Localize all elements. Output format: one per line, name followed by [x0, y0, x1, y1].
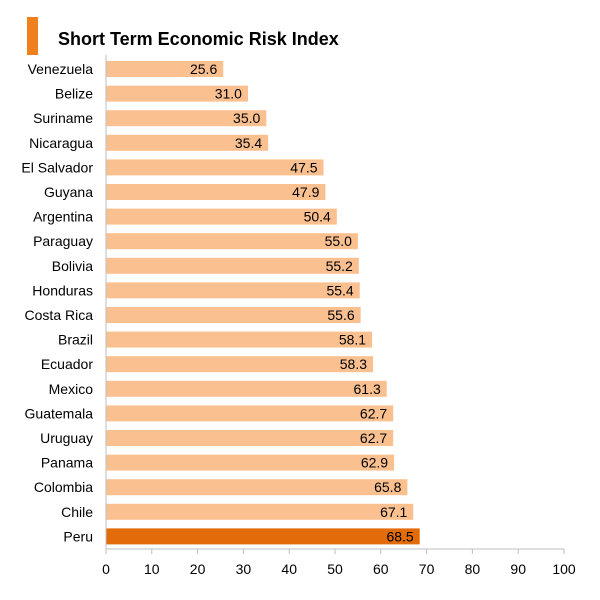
x-tick-label: 30 — [236, 561, 252, 577]
bar — [106, 184, 326, 200]
bar — [106, 134, 269, 151]
data-label: 62.7 — [360, 405, 387, 421]
bar — [106, 110, 267, 127]
x-tick-label: 0 — [102, 561, 110, 577]
bar — [106, 307, 361, 323]
category-label: Venezuela — [28, 61, 94, 77]
data-label: 55.6 — [327, 307, 354, 323]
bar — [106, 257, 359, 274]
data-label: 62.9 — [361, 455, 388, 471]
category-label: Guatemala — [25, 405, 94, 421]
bar — [106, 479, 408, 496]
category-label: Costa Rica — [25, 307, 94, 323]
category-label: Nicaragua — [29, 135, 93, 151]
category-label: El Salvador — [21, 159, 93, 175]
chart-title: Short Term Economic Risk Index — [58, 29, 339, 49]
bar — [106, 208, 337, 225]
bar — [106, 405, 394, 422]
bar — [106, 159, 324, 176]
x-tick-label: 70 — [419, 561, 435, 577]
x-tick-label: 20 — [190, 561, 206, 577]
title-accent-bar — [27, 17, 38, 55]
category-label: Argentina — [33, 209, 93, 225]
bar — [106, 331, 373, 348]
category-label: Guyana — [44, 184, 93, 200]
category-label: Brazil — [58, 332, 93, 348]
data-label: 58.3 — [340, 356, 367, 372]
bar — [106, 233, 358, 250]
data-label: 35.4 — [235, 135, 262, 151]
category-label: Peru — [63, 528, 93, 544]
category-label: Bolivia — [52, 258, 93, 274]
data-label: 58.1 — [339, 332, 366, 348]
bar — [106, 528, 420, 545]
x-tick-label: 50 — [327, 561, 343, 577]
bar — [106, 454, 395, 471]
data-label: 47.9 — [292, 184, 319, 200]
bar — [106, 380, 387, 397]
data-label: 31.0 — [215, 86, 242, 102]
data-label: 55.0 — [325, 233, 352, 249]
data-label: 25.6 — [190, 61, 217, 77]
data-label: 35.0 — [233, 110, 260, 126]
x-tick-label: 10 — [144, 561, 160, 577]
category-label: Honduras — [32, 282, 93, 298]
x-tick-label: 80 — [465, 561, 481, 577]
bar — [106, 430, 394, 446]
category-label: Ecuador — [41, 356, 93, 372]
bar — [106, 282, 360, 299]
category-label: Uruguay — [40, 430, 93, 446]
data-label: 65.8 — [374, 479, 401, 495]
x-tick-label: 40 — [281, 561, 297, 577]
bar — [106, 356, 374, 373]
bar — [106, 503, 414, 520]
category-label: Colombia — [34, 479, 93, 495]
category-label: Belize — [55, 86, 93, 102]
data-label: 50.4 — [304, 209, 331, 225]
category-label: Panama — [41, 455, 93, 471]
data-label: 55.4 — [326, 282, 353, 298]
data-label: 61.3 — [354, 381, 381, 397]
data-label: 67.1 — [380, 504, 407, 520]
bar — [106, 85, 248, 102]
bar — [106, 61, 224, 77]
category-label: Mexico — [49, 381, 94, 397]
category-label: Paraguay — [33, 233, 93, 249]
x-tick-label: 60 — [373, 561, 389, 577]
category-label: Suriname — [33, 110, 93, 126]
data-label: 55.2 — [326, 258, 353, 274]
x-tick-label: 100 — [552, 561, 576, 577]
category-label: Chile — [61, 504, 93, 520]
x-tick-label: 90 — [510, 561, 526, 577]
data-label: 68.5 — [386, 528, 413, 544]
data-label: 62.7 — [360, 430, 387, 446]
data-label: 47.5 — [290, 159, 317, 175]
